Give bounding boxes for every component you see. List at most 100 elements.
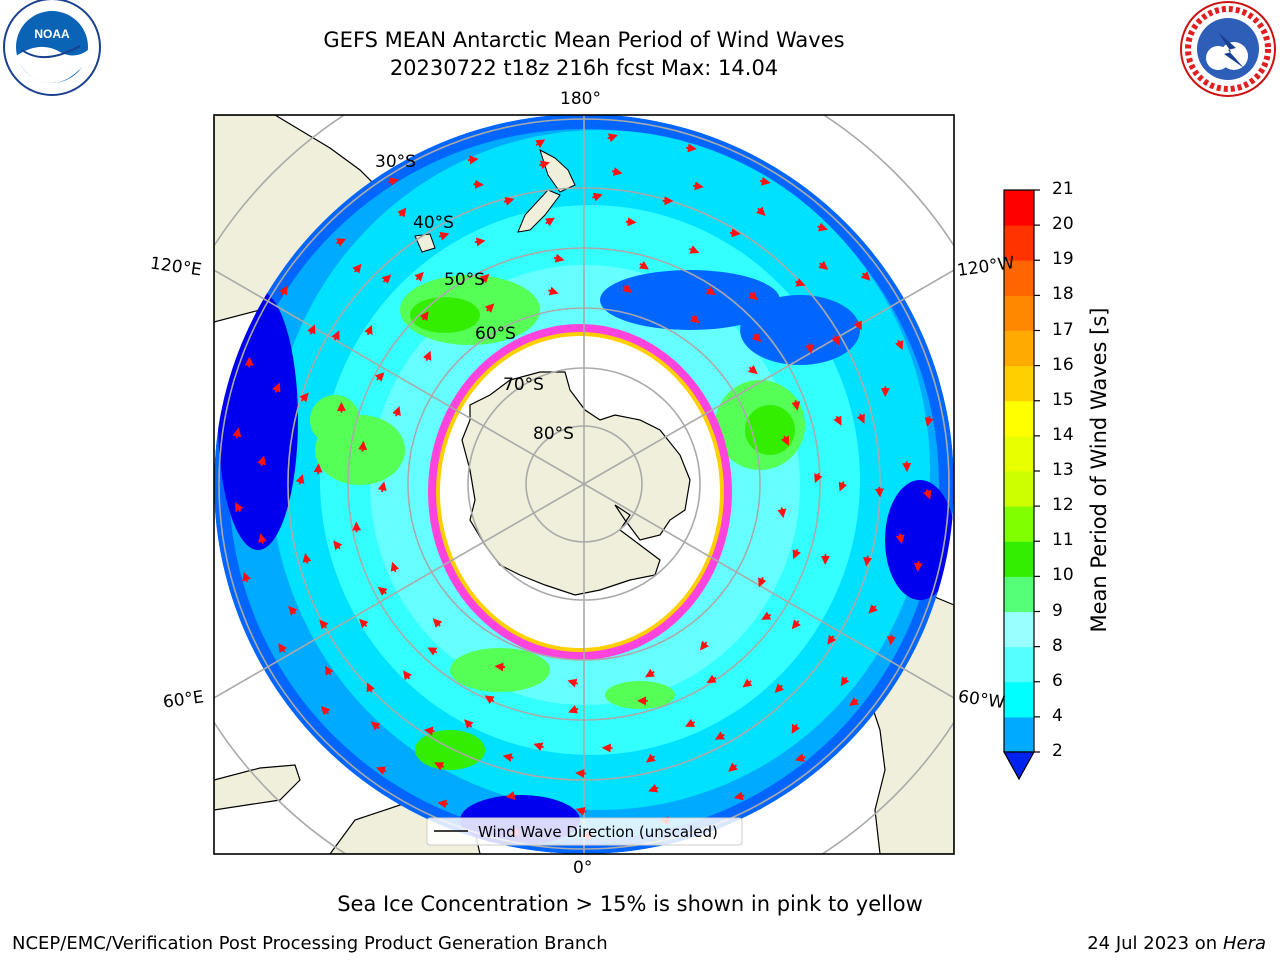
wind-wave-arrow	[575, 768, 587, 778]
wind-wave-arrow	[795, 278, 806, 287]
wind-wave-arrow	[479, 273, 490, 284]
wind-wave-arrow	[747, 364, 758, 375]
colorbar-segment	[1004, 576, 1034, 612]
wind-wave-arrow	[863, 555, 872, 567]
colorbar	[1002, 189, 1040, 781]
wind-wave-arrow	[774, 683, 785, 693]
colorbar-segment	[1004, 471, 1034, 507]
colorbar-tick-label: 20	[1052, 214, 1074, 235]
lat-label-70s: 70°S	[503, 375, 544, 395]
wind-wave-arrow	[553, 253, 565, 263]
wind-wave-arrow	[705, 286, 716, 296]
wind-wave-arrow	[242, 571, 251, 583]
wind-wave-arrow	[381, 274, 392, 284]
wind-wave-arrow	[331, 330, 340, 341]
wind-wave-arrow	[791, 400, 801, 411]
wind-wave-arrow	[419, 311, 429, 322]
wind-wave-arrow	[639, 260, 650, 270]
wind-wave-arrow	[374, 372, 385, 382]
colorbar-segment	[1004, 295, 1034, 331]
wind-wave-arrow	[792, 548, 801, 560]
new-zealand-south	[517, 189, 561, 233]
wind-wave-arrow	[358, 440, 368, 452]
wind-wave-arrow	[320, 705, 331, 716]
wind-wave-arrow	[794, 753, 806, 762]
wind-wave-arrow	[473, 179, 484, 189]
colorbar-segment	[1004, 190, 1034, 226]
wind-wave-arrow	[467, 155, 479, 165]
wind-wave-arrow	[288, 605, 298, 616]
colorbar-tick-label: 12	[1052, 495, 1074, 516]
wind-wave-arrow	[874, 486, 884, 498]
wind-wave-arrow	[299, 392, 309, 403]
wind-wave-arrow	[370, 721, 381, 731]
lat-label-50s: 50°S	[444, 270, 485, 290]
wind-wave-arrow	[313, 463, 323, 475]
wind-wave-arrow	[758, 577, 767, 588]
colorbar-tick-label: 2	[1052, 741, 1063, 761]
map-title: GEFS MEAN Antarctic Mean Period of Wind …	[323, 28, 845, 52]
wind-wave-arrow	[714, 731, 725, 740]
wind-wave-arrow	[648, 783, 659, 793]
wind-wave-arrow	[592, 192, 603, 202]
colorbar-tick-label: 10	[1052, 565, 1074, 586]
wind-wave-arrow	[699, 640, 710, 651]
colorbar-tick-label: 18	[1052, 284, 1074, 305]
wind-wave-arrow	[818, 260, 829, 270]
wind-wave-arrow	[427, 647, 438, 656]
wind-wave-arrow	[748, 291, 758, 301]
wind-wave-arrow	[388, 177, 399, 186]
map-subtitle: 20230722 t18z 216h fcst Max: 14.04	[389, 56, 779, 80]
wind-wave-arrow	[575, 807, 587, 816]
footer-branch: NCEP/EMC/Verification Post Processing Pr…	[12, 933, 608, 954]
colorbar-tick-label: 8	[1052, 635, 1063, 656]
wind-wave-arrow	[706, 674, 717, 683]
wind-wave-arrow	[484, 695, 495, 705]
wind-wave-arrow	[502, 753, 514, 762]
wind-wave-arrow	[333, 540, 343, 551]
madagascar-landmass	[214, 764, 301, 811]
wind-wave-arrow	[644, 668, 655, 678]
colorbar-segment	[1004, 365, 1034, 402]
wind-wave-arrow	[377, 586, 388, 596]
arrow-legend-label: Wind Wave Direction (unscaled)	[478, 823, 718, 841]
wind-wave-arrow	[503, 196, 515, 206]
noaa-logo: NOAA	[3, 0, 101, 96]
wind-wave-arrow	[414, 271, 424, 282]
colorbar-tick-label: 17	[1052, 319, 1074, 340]
colorbar-segment	[1004, 435, 1034, 472]
wind-wave-arrow	[302, 553, 312, 564]
wind-wave-arrow	[733, 791, 745, 801]
wind-wave-arrow	[278, 643, 288, 653]
colorbar-segment	[1004, 541, 1034, 577]
wind-wave-arrow	[366, 682, 375, 693]
wind-wave-arrow	[377, 481, 387, 493]
wind-wave-arrow	[728, 762, 738, 772]
footer-date-text: 24 Jul 2023 on	[1087, 933, 1223, 954]
map-border	[213, 114, 955, 855]
colorbar-tick-label: 4	[1052, 705, 1063, 726]
wind-wave-arrows	[232, 133, 934, 840]
colorbar-segment	[1004, 611, 1034, 648]
colorbar-extend-arrow	[1002, 751, 1036, 781]
wind-wave-arrow	[279, 285, 288, 296]
wind-wave-arrow	[761, 611, 772, 620]
wind-wave-arrow	[295, 474, 305, 485]
wind-wave-arrow	[791, 619, 801, 630]
antarctica-landmass	[461, 371, 691, 596]
wind-wave-arrow	[894, 339, 904, 351]
wind-wave-arrow	[868, 604, 878, 614]
lat-label-80s: 80°S	[533, 424, 574, 444]
colorbar-label: Mean Period of Wind Waves [s]	[1087, 308, 1111, 633]
wind-wave-arrow	[533, 742, 544, 751]
wind-wave-arrow	[838, 481, 848, 492]
wind-wave-arrow	[258, 533, 267, 544]
wind-wave-arrow	[423, 726, 435, 736]
wind-wave-arrow	[535, 139, 546, 148]
wind-wave-arrow	[688, 245, 700, 254]
colorbar-tick-label: 13	[1052, 460, 1074, 480]
colorbar-tick-label: 16	[1052, 354, 1074, 375]
wind-wave-arrow	[403, 670, 413, 681]
wind-wave-arrow	[840, 676, 850, 687]
wind-wave-arrow	[817, 222, 828, 232]
